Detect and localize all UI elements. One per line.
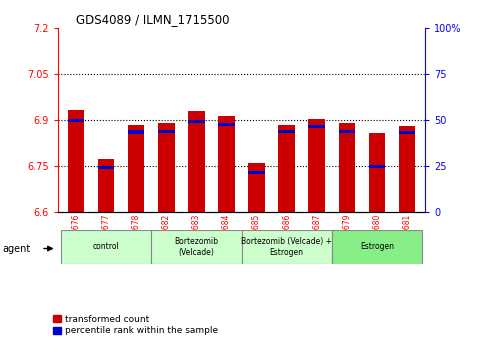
Bar xyxy=(98,166,114,170)
Bar xyxy=(398,126,415,212)
Bar xyxy=(248,171,265,174)
Bar xyxy=(151,230,242,264)
Bar xyxy=(332,230,422,264)
Text: Bortezomib
(Velcade): Bortezomib (Velcade) xyxy=(174,237,218,257)
Bar xyxy=(158,130,174,133)
Bar xyxy=(398,131,415,134)
Bar xyxy=(369,165,385,168)
Bar xyxy=(158,124,174,212)
Text: Estrogen: Estrogen xyxy=(360,242,394,251)
Bar xyxy=(61,230,151,264)
Bar xyxy=(339,130,355,133)
Text: Bortezomib (Velcade) +
Estrogen: Bortezomib (Velcade) + Estrogen xyxy=(241,237,332,257)
Bar xyxy=(309,125,325,128)
Bar xyxy=(68,110,85,212)
Bar xyxy=(188,120,205,124)
Bar xyxy=(128,131,144,133)
Bar xyxy=(369,133,385,212)
Text: agent: agent xyxy=(2,244,30,253)
Text: GDS4089 / ILMN_1715500: GDS4089 / ILMN_1715500 xyxy=(76,13,230,26)
Bar xyxy=(218,124,235,126)
Bar xyxy=(218,116,235,212)
Text: control: control xyxy=(93,242,119,251)
Bar xyxy=(242,230,332,264)
Bar xyxy=(309,119,325,212)
Legend: transformed count, percentile rank within the sample: transformed count, percentile rank withi… xyxy=(53,315,219,335)
Bar xyxy=(339,124,355,212)
Bar xyxy=(128,125,144,212)
Bar xyxy=(278,125,295,212)
Bar xyxy=(188,111,205,212)
Bar xyxy=(248,163,265,212)
Bar xyxy=(98,159,114,212)
Bar xyxy=(68,119,85,122)
Bar xyxy=(278,130,295,133)
